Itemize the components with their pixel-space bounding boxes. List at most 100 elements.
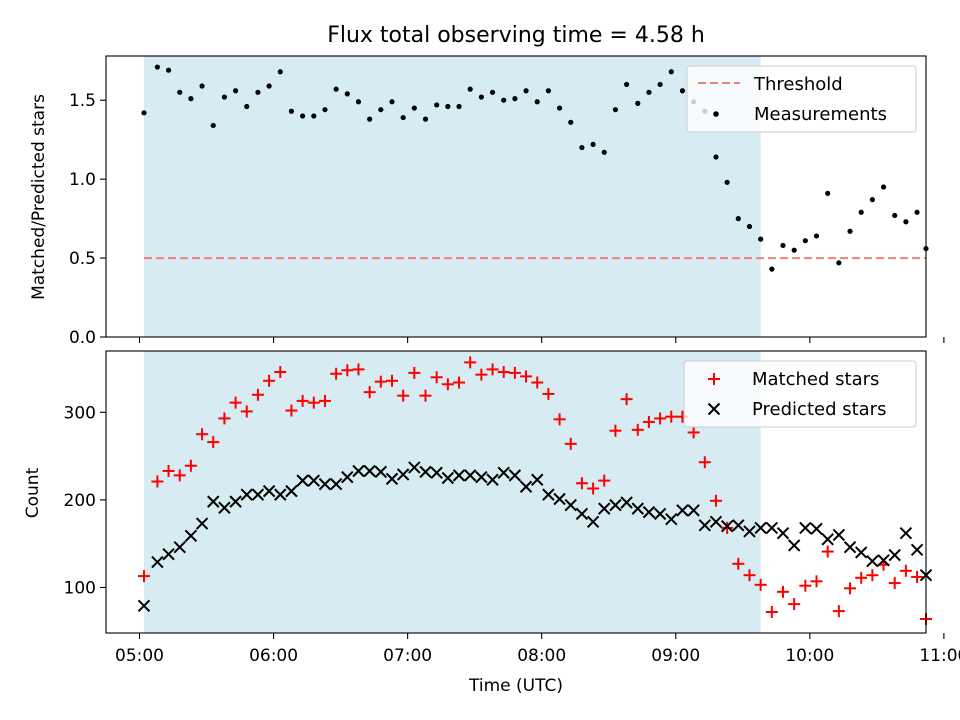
matched-stars-point — [520, 370, 533, 383]
ratio-y-axis-label: Matched/Predicted stars — [29, 94, 49, 300]
legend-predicted-label: Predicted stars — [752, 399, 886, 420]
matched-stars-point — [184, 459, 197, 472]
ratio-legend-box — [686, 65, 917, 133]
measurement-point — [333, 86, 339, 92]
predicted-stars-point — [732, 519, 745, 532]
matched-stars-point — [296, 394, 309, 407]
measurement-point — [367, 116, 373, 122]
x-tick-label: 07:00 — [383, 646, 432, 666]
predicted-stars-point — [866, 554, 879, 568]
predicted-stars-point — [207, 495, 220, 508]
chart-title: Flux total observing time = 4.58 h — [327, 23, 705, 48]
matched-stars-point — [899, 564, 912, 577]
predicted-stars-point — [497, 466, 510, 479]
measurement-point — [802, 238, 808, 244]
matched-stars-point — [274, 366, 287, 379]
matched-stars-point — [743, 569, 756, 582]
predicted-stars-point — [575, 507, 589, 521]
predicted-stars-point — [240, 488, 253, 501]
matched-stars-point — [137, 570, 150, 583]
count-panel: 100 200 300 05:00 06:00 07:00 08:00 09:00 10:00 1… — [23, 350, 960, 696]
observing-span-shade-bottom — [143, 351, 761, 633]
predicted-stars-point — [486, 473, 499, 486]
measurement-point — [590, 141, 596, 148]
matched-stars-point — [542, 387, 555, 400]
predicted-stars-point — [765, 521, 779, 535]
measurement-point — [501, 97, 507, 103]
predicted-stars-point — [274, 488, 287, 501]
predicted-stars-point — [564, 498, 577, 512]
predicted-stars-point — [452, 469, 466, 482]
matched-stars-point — [721, 521, 734, 534]
measurement-point — [244, 103, 250, 110]
measurement-point — [300, 113, 306, 119]
predicted-stars-point — [430, 466, 443, 479]
measurement-point — [847, 228, 853, 234]
measurement-point — [400, 114, 406, 121]
x-axis-label: Time (UTC) — [468, 676, 563, 696]
measurement-point — [434, 102, 440, 108]
predicted-stars-point — [352, 464, 365, 478]
predicted-stars-point — [396, 468, 410, 481]
predicted-stars-point — [832, 528, 846, 542]
matched-stars-point — [832, 605, 845, 618]
observing-span-shade-top — [143, 56, 761, 337]
predicted-stars-point — [184, 529, 198, 542]
predicted-stars-point — [329, 477, 343, 491]
measurement-point — [422, 116, 429, 122]
legend-matched-swatch — [708, 373, 720, 385]
predicted-stars-point — [743, 525, 756, 538]
measurement-point — [657, 81, 663, 88]
predicted-stars-point — [251, 488, 265, 501]
predicted-stars-point — [754, 521, 767, 535]
matched-stars-point — [575, 477, 588, 490]
matched-stars-point — [207, 436, 220, 449]
measurement-point — [612, 107, 619, 113]
predicted-stars-point — [810, 522, 823, 535]
matched-stars-point — [419, 389, 432, 402]
predicted-stars-point — [162, 547, 175, 561]
matched-stars-point — [765, 605, 778, 618]
predicted-stars-point — [307, 474, 321, 487]
legend-matched-marker — [708, 373, 720, 385]
legend-predicted-marker — [707, 402, 721, 416]
x-tick-label: 10:00 — [785, 646, 834, 666]
predicted-stars-point — [229, 495, 242, 508]
matched-stars-point — [341, 364, 354, 377]
x-tick-label: 11:00 — [919, 646, 960, 666]
measurement-point — [512, 96, 518, 102]
matched-stars-point — [821, 545, 834, 558]
matched-stars-point — [564, 437, 577, 450]
matched-stars-point — [508, 366, 521, 379]
predicted-stars-point — [173, 540, 186, 554]
measurement-point — [858, 209, 864, 215]
matched-stars-point — [173, 469, 186, 482]
matched-stars-point — [263, 374, 276, 387]
predicted-stars-point — [709, 515, 723, 528]
predicted-stars-point — [553, 492, 566, 506]
predicted-stars-point — [698, 519, 712, 532]
measurement-point — [713, 154, 719, 160]
count-y-tick-label: 300 — [64, 403, 96, 423]
predicted-stars-point — [475, 470, 488, 484]
matched-stars-point — [553, 413, 566, 426]
predicted-stars-point — [385, 472, 399, 486]
count-y-tick-label: 200 — [64, 491, 96, 511]
predicted-stars-point — [531, 473, 544, 486]
matched-stars-point — [888, 577, 901, 590]
matched-stars-point — [151, 475, 164, 488]
measurement-point — [903, 219, 909, 225]
measurement-point — [467, 86, 473, 92]
measurement-point — [914, 209, 920, 215]
measurement-point — [724, 179, 730, 185]
matched-stars-point — [911, 570, 924, 583]
ratio-panel-frame — [105, 55, 927, 338]
measurement-point — [322, 107, 328, 113]
measurement-point — [646, 89, 652, 95]
measurement-point — [210, 122, 216, 129]
predicted-stars-point — [419, 465, 432, 479]
measurement-point — [411, 105, 417, 111]
predicted-stars-point — [676, 504, 689, 517]
measurement-point — [154, 64, 160, 70]
matched-stars-point — [486, 363, 499, 376]
